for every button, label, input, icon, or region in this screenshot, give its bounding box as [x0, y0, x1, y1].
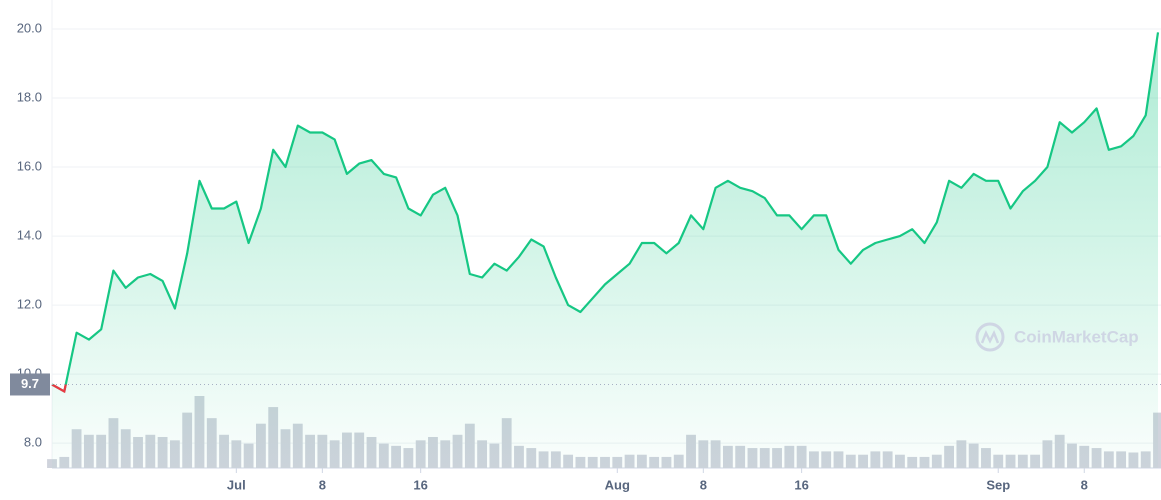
- y-tick-label: 18.0: [17, 89, 42, 104]
- price-line: [51, 32, 1160, 393]
- x-tick-label: Jul: [227, 477, 246, 492]
- line-layer: [51, 32, 1161, 394]
- y-tick-label: 8.0: [24, 435, 42, 450]
- x-tick-label: 16: [413, 477, 427, 492]
- x-tick-label: 8: [319, 477, 326, 492]
- x-tick-label: 16: [794, 477, 808, 492]
- reference-label-box: [10, 373, 50, 396]
- x-tick-label: 8: [1081, 477, 1088, 492]
- x-tick-label: Sep: [986, 477, 1010, 492]
- y-tick-label: 14.0: [17, 228, 42, 243]
- watermark: CoinMarketCap: [975, 322, 1139, 352]
- y-tick-label: 20.0: [17, 20, 42, 35]
- x-tick-label: Aug: [605, 477, 630, 492]
- area: [52, 32, 1158, 469]
- watermark-logo: [975, 322, 1005, 352]
- y-tick-label: 16.0: [17, 158, 42, 173]
- watermark-logo-mark: [980, 329, 1000, 344]
- watermark-text: CoinMarketCap: [1014, 327, 1139, 346]
- area-layer: [52, 32, 1158, 469]
- reference-label: 9.7: [21, 376, 39, 391]
- y-tick-label: 12.0: [17, 297, 42, 312]
- x-tick-label: 8: [700, 477, 707, 492]
